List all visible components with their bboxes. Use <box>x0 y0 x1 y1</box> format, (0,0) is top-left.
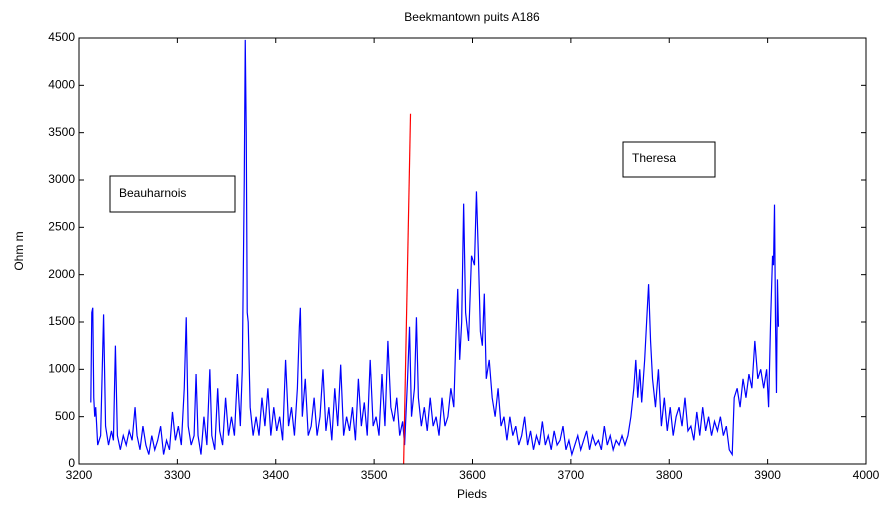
y-tick-label: 1500 <box>48 314 75 328</box>
x-tick-label: 4000 <box>853 468 880 482</box>
annotation: Theresa <box>632 151 676 165</box>
y-tick-label: 1000 <box>48 362 75 376</box>
x-tick-label: 3600 <box>459 468 486 482</box>
x-tick-label: 3700 <box>558 468 585 482</box>
y-tick-label: 2000 <box>48 267 75 281</box>
x-tick-label: 3500 <box>361 468 388 482</box>
y-tick-label: 500 <box>55 409 75 423</box>
x-tick-label: 3800 <box>656 468 683 482</box>
y-axis-label: Ohm m <box>12 231 26 270</box>
x-axis-label: Pieds <box>457 487 487 501</box>
annotation-box <box>622 141 716 178</box>
y-tick-label: 0 <box>68 456 75 470</box>
x-tick-label: 3400 <box>262 468 289 482</box>
x-tick-label: 3200 <box>66 468 93 482</box>
y-tick-label: 3000 <box>48 172 75 186</box>
annotation-box <box>109 175 236 213</box>
chart-title: Beekmantown puits A186 <box>404 10 540 24</box>
x-tick-label: 3300 <box>164 468 191 482</box>
x-tick-label: 3900 <box>754 468 781 482</box>
data-line <box>403 113 412 465</box>
y-tick-label: 3500 <box>48 125 75 139</box>
y-tick-label: 2500 <box>48 220 75 234</box>
annotation: Beauharnois <box>119 186 186 200</box>
y-tick-label: 4000 <box>48 78 75 92</box>
data-line <box>90 39 780 457</box>
y-tick-label: 4500 <box>48 30 75 44</box>
